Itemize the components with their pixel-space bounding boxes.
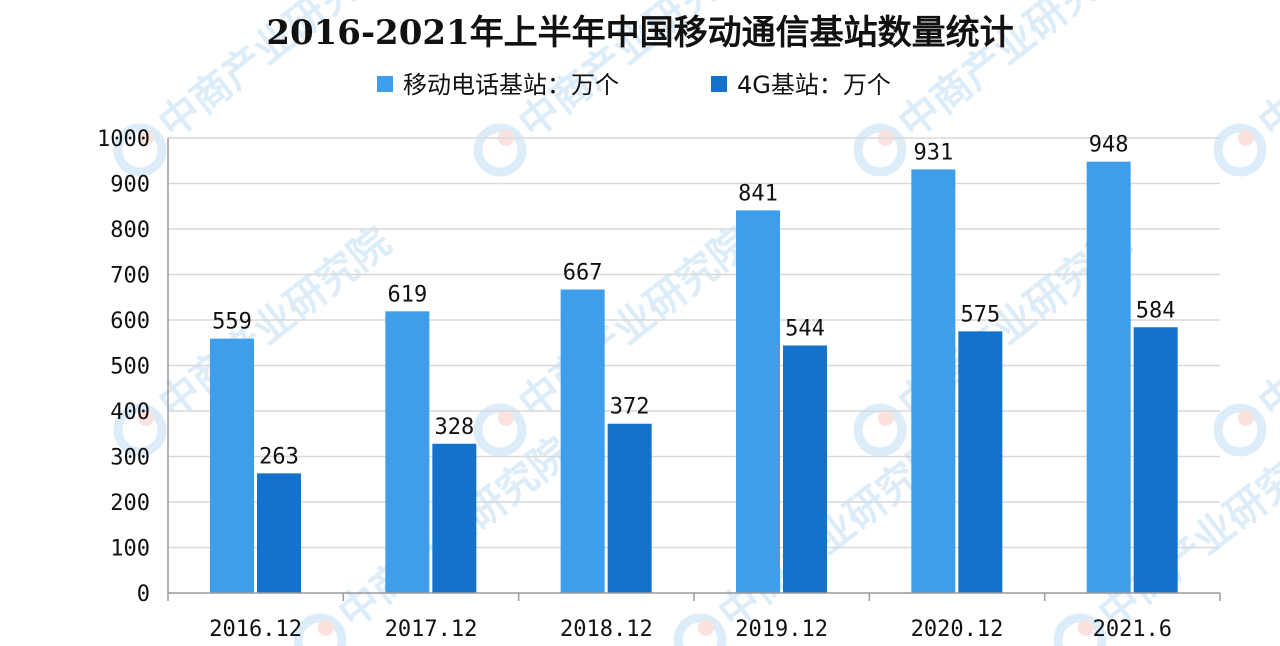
svg-text:中商产业研究院: 中商产业研究院 [1250, 219, 1280, 428]
bar-series-2-2016.12 [257, 473, 301, 593]
y-tick-label: 0 [137, 582, 150, 607]
svg-text:中商产业研究院: 中商产业研究院 [150, 219, 399, 428]
bar-series-2-2020.12 [958, 331, 1003, 593]
value-label: 584 [1136, 298, 1176, 323]
legend-item-series-2: 4G基站：万个 [711, 71, 891, 99]
chart-title: 2016-2021年上半年中国移动通信基站数量统计 [266, 13, 1013, 53]
value-label: 328 [434, 415, 474, 440]
x-tick-label: 2019.12 [735, 617, 828, 642]
value-label: 575 [960, 302, 1000, 327]
y-tick-label: 100 [110, 537, 150, 562]
legend: 移动电话基站：万个 4G基站：万个 [377, 71, 891, 99]
x-tick-label: 2021.6 [1093, 617, 1172, 642]
value-label: 948 [1089, 133, 1129, 158]
y-tick-label: 600 [110, 309, 150, 334]
value-label: 841 [738, 181, 778, 206]
bar-series-2-2019.12 [783, 345, 827, 593]
value-label: 931 [913, 140, 953, 165]
gridlines [168, 137, 1220, 549]
value-label: 263 [259, 444, 299, 469]
y-tick-label: 500 [110, 355, 150, 380]
y-tick-label: 300 [110, 446, 150, 471]
x-tick-label: 2018.12 [560, 617, 653, 642]
legend-swatch-series-1 [377, 76, 393, 92]
svg-text:中商产业研究院: 中商产业研究院 [1250, 0, 1280, 148]
y-tick-label: 200 [110, 491, 150, 516]
bar-series-1-2021.6 [1086, 161, 1131, 593]
watermark: 中商产业研究院 [1213, 219, 1280, 457]
bar-series-1-2017.12 [385, 311, 430, 593]
value-label: 544 [785, 316, 825, 341]
legend-swatch-series-2 [711, 76, 727, 92]
x-tick-label: 2020.12 [911, 617, 1004, 642]
watermark: 中商产业研究院 [1213, 0, 1280, 177]
axes: 0 100 200 300 400 500 600 700 800 900 1000 2016.12 2… [97, 127, 1221, 642]
value-label: 619 [387, 282, 427, 307]
y-tick-label: 700 [110, 264, 150, 289]
value-label: 667 [563, 261, 603, 286]
value-labels: 559 619 667 841 931 948 263 328 372 544 575 584 [212, 133, 1175, 470]
legend-item-series-1: 移动电话基站：万个 [377, 71, 619, 99]
bar-series-1-2018.12 [560, 289, 605, 593]
bar-series-1-2019.12 [736, 210, 780, 593]
y-tick-label: 800 [110, 218, 150, 243]
legend-label-series-1: 移动电话基站：万个 [403, 71, 619, 99]
bar-series-1-2020.12 [911, 169, 956, 593]
y-tick-label: 400 [110, 400, 150, 425]
y-tick-label: 1000 [97, 127, 150, 152]
x-tick-label: 2017.12 [385, 617, 478, 642]
bars [210, 161, 1178, 593]
bar-series-2-2017.12 [432, 443, 477, 593]
value-label: 372 [610, 395, 650, 420]
bar-series-2-2021.6 [1133, 327, 1178, 593]
value-label: 559 [212, 310, 252, 335]
y-tick-label: 900 [110, 173, 150, 198]
x-tick-label: 2016.12 [209, 617, 302, 642]
legend-label-series-2: 4G基站：万个 [737, 71, 891, 99]
bar-series-2-2018.12 [607, 423, 652, 593]
bar-series-1-2016.12 [210, 338, 254, 593]
